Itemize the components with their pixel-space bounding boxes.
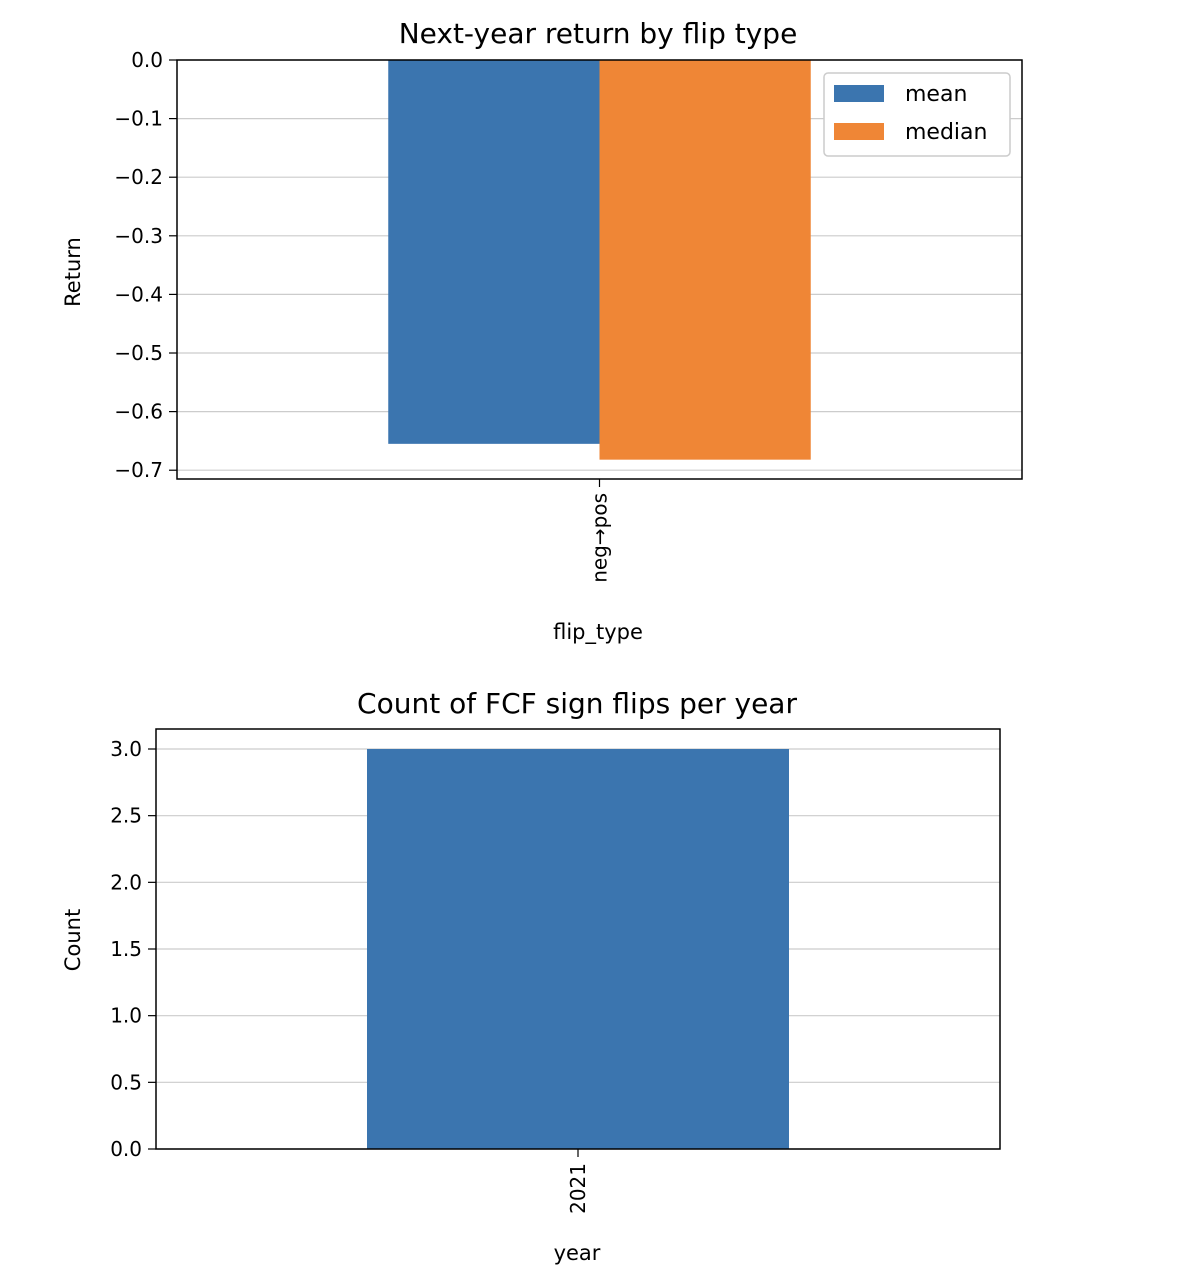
legend-label-mean: mean — [905, 82, 967, 107]
chart1-bars — [388, 60, 811, 460]
legend-swatch-median — [834, 123, 884, 140]
y-tick-label: −0.4 — [114, 282, 163, 306]
y-tick-label: 0.5 — [110, 1070, 142, 1094]
y-tick-label: 0.0 — [131, 48, 163, 72]
bar-median-neg→pos — [599, 60, 811, 460]
chart1-y-ticks: 0.0 −0.1 −0.2 −0.3 −0.4 −0.5 −0.6 −0.7 — [114, 48, 177, 482]
chart1-x-axis-label: flip_type — [553, 620, 643, 645]
chart2-y-axis-label: Count — [61, 909, 85, 971]
bar-count-2021 — [367, 749, 789, 1149]
y-tick-label: −0.5 — [114, 341, 163, 365]
chart1-title: Next-year return by flip type — [399, 17, 798, 50]
chart2-y-ticks: 0.0 0.5 1.0 1.5 2.0 2.5 3.0 — [110, 737, 156, 1161]
chart2-title: Count of FCF sign flips per year — [357, 687, 797, 720]
y-tick-label: 2.5 — [110, 804, 142, 828]
y-tick-label: 3.0 — [110, 737, 142, 761]
chart2-x-ticks: 2021 — [566, 1149, 590, 1214]
chart1-y-axis-label: Return — [61, 237, 85, 307]
chart-fcf-flips-per-year: Count of FCF sign flips per year 0.0 0.5 1… — [61, 687, 1001, 1265]
y-tick-label: −0.7 — [114, 458, 163, 482]
chart1-legend: mean median — [823, 72, 1011, 157]
y-tick-label: 1.0 — [110, 1004, 142, 1028]
y-tick-label: 1.5 — [110, 937, 142, 961]
chart1-x-ticks: neg→pos — [588, 479, 612, 583]
y-tick-label: −0.3 — [114, 224, 163, 248]
y-tick-label: 2.0 — [110, 870, 142, 894]
bar-mean-neg→pos — [388, 60, 600, 444]
x-tick-label: neg→pos — [588, 493, 612, 583]
y-tick-label: 0.0 — [110, 1137, 142, 1161]
y-tick-label: −0.1 — [114, 107, 163, 131]
y-tick-label: −0.2 — [114, 165, 163, 189]
y-tick-label: −0.6 — [114, 400, 163, 424]
chart2-bars — [367, 749, 789, 1149]
legend-label-median: median — [905, 120, 987, 145]
chart-flip-type-return: Next-year return by flip type 0.0 −0.1 −0.… — [61, 17, 1023, 645]
x-tick-label: 2021 — [566, 1163, 590, 1214]
chart2-x-axis-label: year — [554, 1241, 601, 1265]
legend-swatch-mean — [834, 85, 884, 102]
